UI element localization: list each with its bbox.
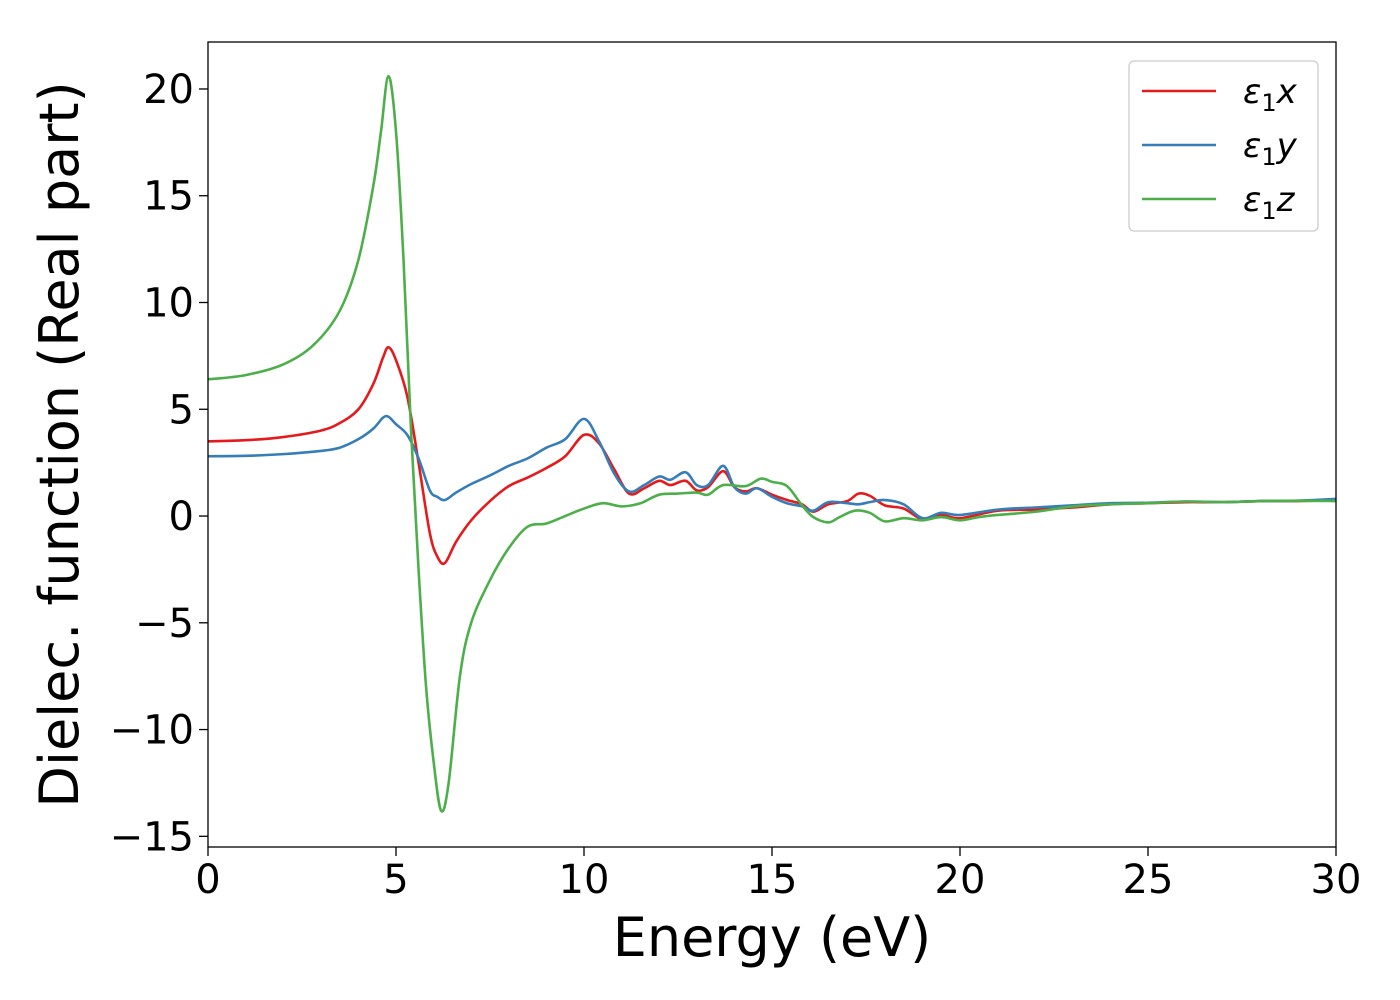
y-tick-label: −15: [110, 814, 194, 860]
legend-box: [1128, 60, 1319, 232]
x-tick-label: 0: [195, 857, 220, 903]
y-tick-label: 5: [169, 387, 194, 433]
x-tick-label: 30: [1311, 857, 1362, 903]
y-tick-label: 0: [169, 494, 194, 540]
legend-label-z: ε1z: [1243, 180, 1296, 225]
series-line-z: [208, 74, 1336, 813]
x-axis-ticks: 0 5 10 15 20 25 30: [195, 847, 1361, 903]
series-line-x: [208, 346, 1336, 566]
x-tick-label: 20: [935, 857, 986, 903]
y-axis-label: Dielec. function (Real part): [28, 81, 91, 807]
legend-label-x: ε1x: [1243, 72, 1298, 117]
series-line-y: [208, 414, 1336, 520]
y-tick-label: 10: [143, 281, 194, 327]
y-tick-label: 20: [143, 67, 194, 113]
y-tick-label: −10: [110, 708, 194, 754]
y-tick-label: 15: [143, 174, 194, 220]
legend: ε1x ε1y ε1z: [1128, 60, 1319, 232]
legend-label-y: ε1y: [1243, 126, 1298, 171]
x-tick-label: 5: [383, 857, 408, 903]
x-axis-label: Energy (eV): [613, 906, 932, 969]
x-tick-label: 10: [559, 857, 610, 903]
y-tick-label: −5: [135, 601, 194, 647]
y-axis-ticks: −15 −10 −5 0 5 10 15 20: [110, 67, 208, 860]
x-tick-label: 15: [747, 857, 798, 903]
plot-lines: [208, 74, 1336, 813]
x-tick-label: 25: [1123, 857, 1174, 903]
